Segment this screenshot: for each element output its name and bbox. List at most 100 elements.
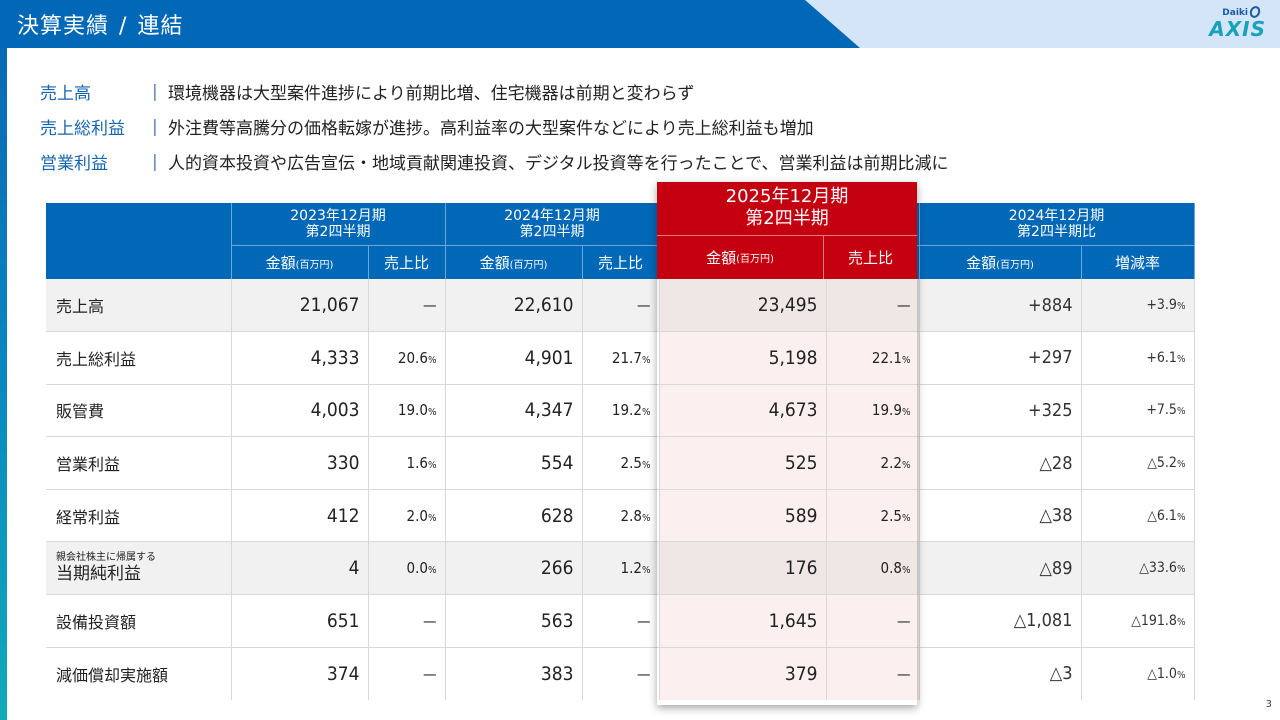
percent-sign: % xyxy=(1176,616,1186,628)
summary-text: 外注費等高騰分の価格転嫁が進捗。高利益率の大型案件などにより売上総利益も増加 xyxy=(168,119,814,139)
header-group-2024: 2024年12月期 第2四半期 xyxy=(445,203,660,245)
ratio-2024-cell: 21.7% xyxy=(582,331,660,385)
percent-sign: % xyxy=(641,512,651,524)
percent-sign: % xyxy=(641,460,651,472)
percent-sign: % xyxy=(901,512,911,524)
amount-2024-cell: 563 xyxy=(445,594,583,648)
table-row: 営業利益 330 1.6% 554 2.5% 525 2.2% △28 △5.2% xyxy=(46,436,1195,490)
row-label: 親会社株主に帰属する 当期純利益 xyxy=(46,541,232,596)
yoy-rate-cell: △191.8% xyxy=(1081,594,1195,648)
ratio-2025-cell: — xyxy=(826,594,920,648)
amount-2024-cell: 383 xyxy=(445,647,583,700)
logo-main-text: AXIS xyxy=(1209,17,1266,41)
header-corner xyxy=(46,203,232,279)
header-amount: 金額(百万円) xyxy=(919,244,1082,279)
percent-sign: % xyxy=(1176,301,1186,313)
ratio-2025-cell: — xyxy=(826,647,920,700)
header-rate: 増減率 xyxy=(1081,244,1195,279)
ratio-2025-cell: 2.5% xyxy=(826,489,920,543)
amount-2025-cell: 176 xyxy=(659,541,827,596)
row-label: 販管費 xyxy=(46,384,232,438)
percent-sign: % xyxy=(1176,459,1186,471)
table-row: 減価償却実施額 374—383—379— △3 △1.0% xyxy=(46,647,1195,700)
yoy-diff-cell: △89 xyxy=(919,541,1082,596)
table-row: 売上高 21,067—22,610—23,495— +884 +3.9% xyxy=(46,279,1195,333)
header-group-yoy: 2024年12月期 第2四半期比 xyxy=(919,203,1195,245)
title-sub: 連結 xyxy=(137,14,184,39)
summary-item: 売上高 | 環境機器は大型案件進捗により前期比増、住宅機器は前期と変わらず xyxy=(40,74,948,109)
page-number: 3 xyxy=(1265,699,1272,710)
amount-2024-cell: 4,901 xyxy=(445,331,583,385)
ratio-2023-cell: — xyxy=(368,647,446,700)
row-label: 経常利益 xyxy=(46,489,232,543)
percent-sign: % xyxy=(1176,511,1186,523)
yoy-rate-cell: △33.6% xyxy=(1081,541,1195,596)
row-label: 減価償却実施額 xyxy=(46,647,232,700)
amount-2023-cell: 4,003 xyxy=(231,384,369,438)
yoy-diff-cell: △3 xyxy=(919,647,1082,700)
header-title-band xyxy=(0,0,860,48)
yoy-rate-cell: +6.1% xyxy=(1081,331,1195,385)
ratio-2025-cell: 22.1% xyxy=(826,331,920,385)
highlight-header-2025: 2025年12月期 第2四半期 金額 (百万円) 売上比 xyxy=(657,182,917,279)
amount-2024-cell: 554 xyxy=(445,436,583,490)
summary-divider: | xyxy=(152,151,158,172)
header-ratio: 売上比 xyxy=(368,244,446,279)
page-title: 決算実績 / 連結 xyxy=(17,8,183,40)
percent-sign: % xyxy=(641,565,651,577)
table-row: 親会社株主に帰属する 当期純利益 4 0.0% 266 1.2% 176 0.8% △89 △33… xyxy=(46,541,1195,596)
amount-2023-cell: 412 xyxy=(231,489,369,543)
yoy-diff-cell: +884 xyxy=(919,279,1082,333)
amount-2023-cell: 4 xyxy=(231,541,369,596)
ratio-2025-cell: — xyxy=(826,279,920,333)
percent-sign: % xyxy=(1176,406,1186,418)
header-group-2023: 2023年12月期 第2四半期 xyxy=(231,203,446,245)
yoy-diff-cell: △1,081 xyxy=(919,594,1082,648)
ratio-2024-cell: — xyxy=(582,594,660,648)
summary-text: 環境機器は大型案件進捗により前期比増、住宅機器は前期と変わらず xyxy=(168,84,695,104)
ratio-2024-cell: 2.8% xyxy=(582,489,660,543)
slide-header: 決算実績 / 連結 Daiki AXIS xyxy=(0,0,1280,48)
highlight-header-ratio: 売上比 xyxy=(847,249,893,267)
amount-2024-cell: 22,610 xyxy=(445,279,583,333)
percent-sign: % xyxy=(641,407,651,419)
left-accent-strip xyxy=(0,0,7,720)
summary-divider: | xyxy=(152,81,158,102)
summary-list: 売上高 | 環境機器は大型案件進捗により前期比増、住宅機器は前期と変わらず 売上… xyxy=(40,74,948,179)
row-label: 売上総利益 xyxy=(46,331,232,385)
amount-2025-cell: 589 xyxy=(659,489,827,543)
ratio-2024-cell: 1.2% xyxy=(582,541,660,596)
highlight-header-amount: 金額 (百万円) xyxy=(657,236,824,279)
summary-key: 売上総利益 xyxy=(40,119,125,139)
percent-sign: % xyxy=(427,407,437,419)
percent-sign: % xyxy=(427,512,437,524)
header-amount: 金額(百万円) xyxy=(231,244,369,279)
percent-sign: % xyxy=(901,354,911,366)
row-label: 営業利益 xyxy=(46,436,232,490)
percent-sign: % xyxy=(427,460,437,472)
yoy-diff-cell: +325 xyxy=(919,384,1082,438)
financial-results-table: 2023年12月期 第2四半期 2024年12月期 第2四半期 2024年12月期第… xyxy=(46,203,1195,700)
table-row: 販管費 4,003 19.0% 4,347 19.2% 4,673 19.9% +325 +7.… xyxy=(46,384,1195,438)
yoy-rate-cell: +3.9% xyxy=(1081,279,1195,333)
ratio-2023-cell: 0.0% xyxy=(368,541,446,596)
percent-sign: % xyxy=(427,565,437,577)
amount-2024-cell: 628 xyxy=(445,489,583,543)
row-label: 設備投資額 xyxy=(46,594,232,648)
amount-2025-cell: 525 xyxy=(659,436,827,490)
logo-small-text: Daiki xyxy=(1222,8,1248,18)
row-label: 売上高 xyxy=(46,279,232,333)
table-row: 売上総利益 4,333 20.6% 4,901 21.7% 5,198 22.1% +297 +… xyxy=(46,331,1195,385)
percent-sign: % xyxy=(641,354,651,366)
summary-text: 人的資本投資や広告宣伝・地域貢献関連投資、デジタル投資等を行ったことで、営業利益… xyxy=(168,154,949,174)
ratio-2024-cell: 2.5% xyxy=(582,436,660,490)
summary-key: 営業利益 xyxy=(40,154,108,174)
title-separator: / xyxy=(119,14,128,39)
yoy-rate-cell: △5.2% xyxy=(1081,436,1195,490)
highlight-quarter: 第2四半期 xyxy=(745,208,829,229)
amount-2023-cell: 330 xyxy=(231,436,369,490)
ratio-2025-cell: 0.8% xyxy=(826,541,920,596)
yoy-rate-cell: +7.5% xyxy=(1081,384,1195,438)
summary-divider: | xyxy=(152,116,158,137)
company-logo: Daiki AXIS xyxy=(1184,4,1268,42)
